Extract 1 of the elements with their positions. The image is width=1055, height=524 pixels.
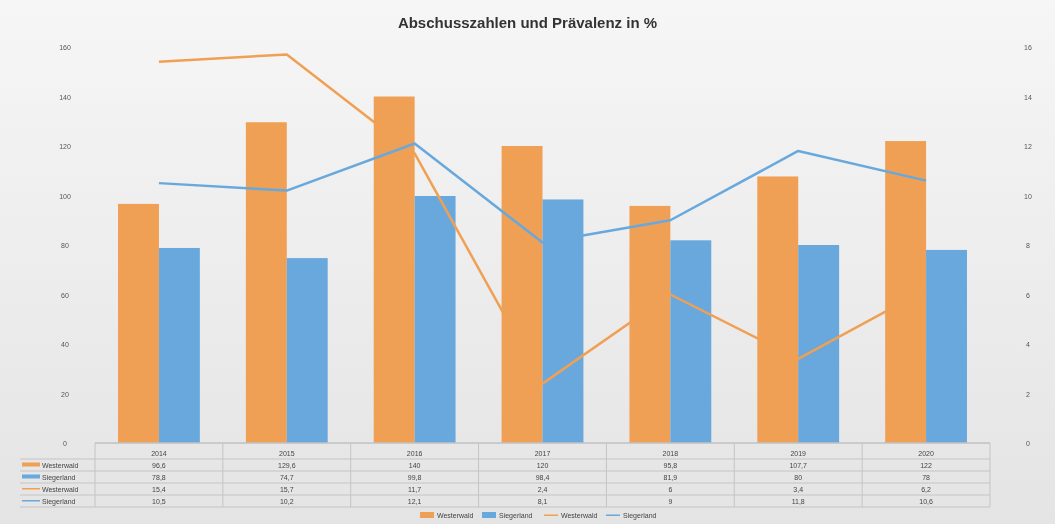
chart-title: Abschusszahlen und Prävalenz in % bbox=[397, 14, 658, 31]
